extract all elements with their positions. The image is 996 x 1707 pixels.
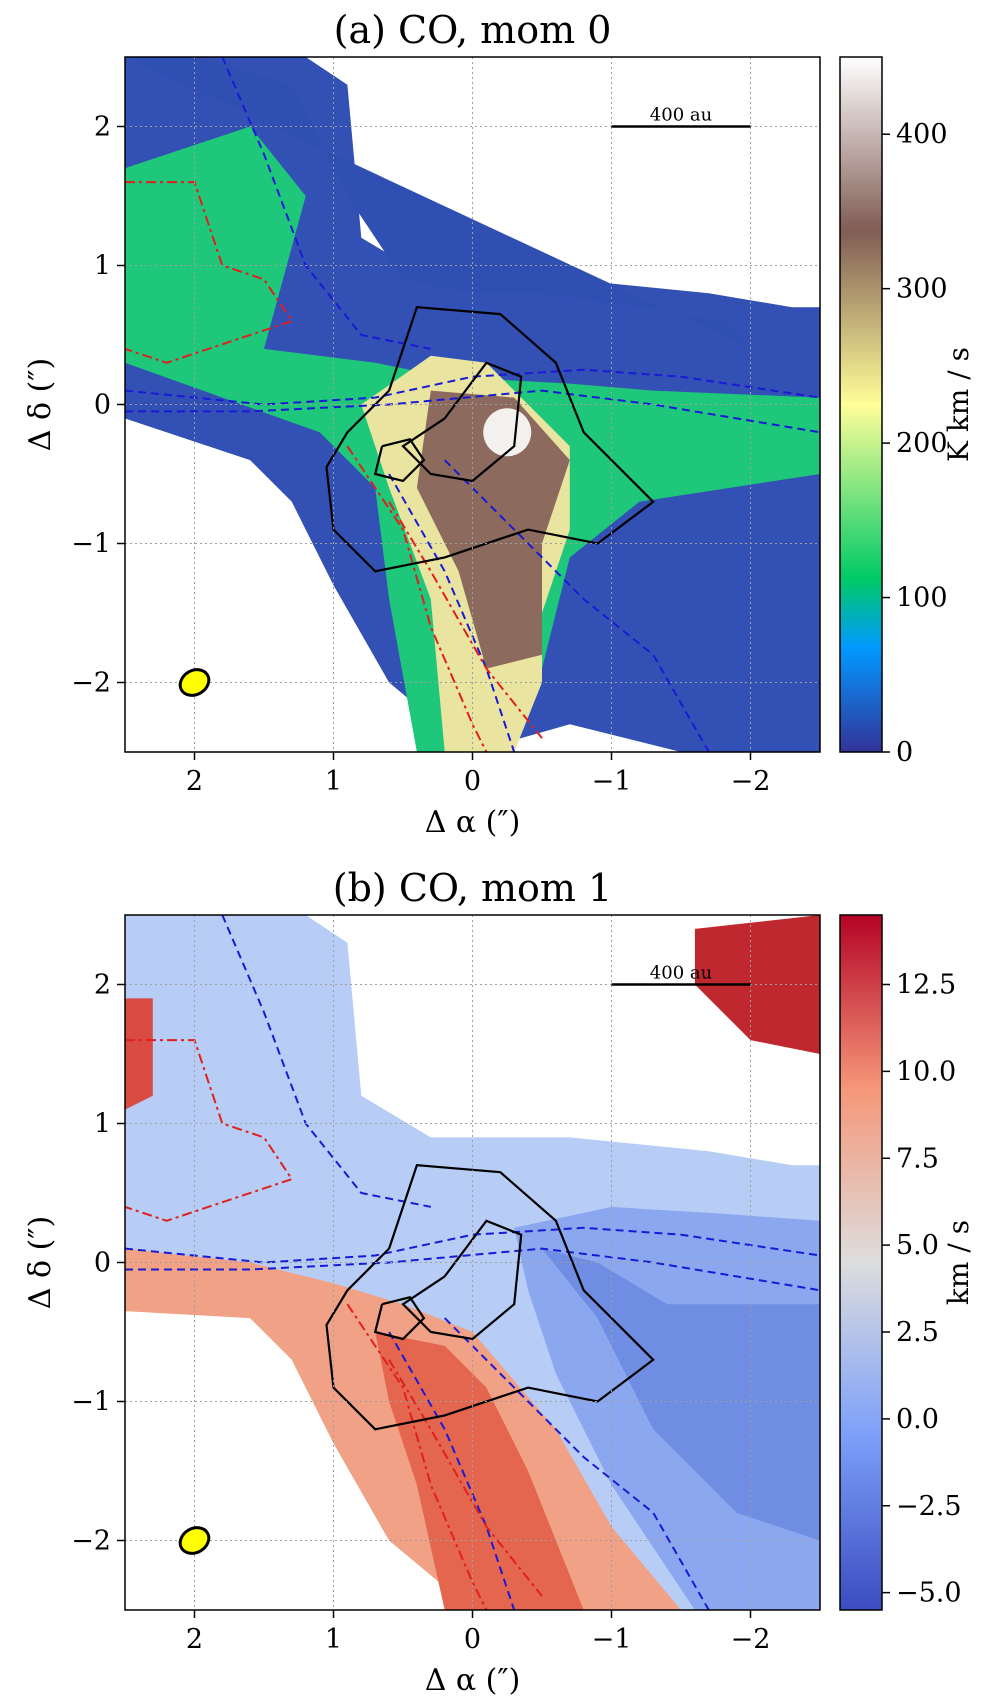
colorbar-tick-label: 2.5 — [896, 1317, 939, 1348]
y-tick-label: −1 — [71, 529, 111, 560]
blue-contour-1 — [125, 389, 820, 434]
blue-contour-2 — [443, 1317, 710, 1610]
colorbar-gradient — [839, 914, 883, 1611]
dust-contour-1 — [325, 306, 655, 573]
y-tick-label: 1 — [94, 1109, 111, 1140]
x-tick-label: 2 — [186, 1624, 203, 1655]
y-tick-label: −2 — [71, 1526, 111, 1557]
emission-max — [483, 408, 532, 457]
panel-b: 400 au 2 1 0 −1 −2 −2 −1 0 1 2 (b) CO, mom 1 Δ α (″)… — [23, 866, 975, 1698]
y-tick-label: 2 — [94, 112, 111, 143]
colorbar-tick-label: 10.0 — [896, 1056, 956, 1087]
scale-bar-label: 400 au — [650, 105, 712, 126]
dust-contour-1 — [325, 1164, 655, 1431]
x-tick-label: 2 — [186, 766, 203, 797]
x-axis-label: Δ α (″) — [425, 805, 521, 840]
emission-peak — [416, 390, 570, 669]
colorbar-tick-label: −5.0 — [896, 1578, 962, 1609]
x-tick-label: 0 — [464, 766, 481, 797]
colorbar-tick-label: −2.5 — [896, 1491, 962, 1522]
blue-contour-3 — [388, 473, 516, 752]
scale-bar-label: 400 au — [650, 963, 712, 984]
x-tick-label: −1 — [592, 1624, 632, 1655]
panel-title: (b) CO, mom 1 — [333, 866, 612, 910]
colorbar-gradient — [839, 56, 883, 753]
grid — [125, 57, 820, 752]
colorbar-tick-label: 200 — [896, 428, 948, 459]
y-tick-label: 0 — [94, 390, 111, 421]
red-contour-2 — [388, 1359, 543, 1597]
blue-contour-3 — [388, 1331, 516, 1610]
y-tick-label: 2 — [94, 970, 111, 1001]
blue-contour-1 — [125, 1247, 820, 1292]
grid — [125, 915, 820, 1610]
colorbar-label: km / s — [942, 1220, 975, 1305]
blue-contour-0 — [125, 1226, 820, 1264]
x-tick-label: 1 — [325, 766, 342, 797]
x-tick-label: −2 — [731, 766, 771, 797]
colorbar: 0 100 200 300 400 K km / s — [839, 56, 975, 768]
colorbar-tick-label: 7.5 — [896, 1143, 939, 1174]
red-contour-2 — [388, 501, 543, 739]
x-tick-label: −1 — [592, 766, 632, 797]
y-axis-label: Δ δ (″) — [23, 1216, 58, 1309]
dust-contour-0 — [401, 1219, 523, 1341]
colorbar-tick-label: 100 — [896, 583, 948, 614]
scale-bar: 400 au — [611, 105, 751, 128]
colorbar-tick-label: 12.5 — [896, 970, 956, 1001]
emission-corner — [125, 57, 751, 349]
colorbar-tick-label: 0.0 — [896, 1404, 939, 1435]
colorbar-tick-label: 300 — [896, 274, 948, 305]
dust-contour-2 — [373, 438, 426, 483]
red-contour-1 — [346, 445, 488, 752]
y-axis-label: Δ δ (″) — [23, 358, 58, 451]
x-axis-label: Δ α (″) — [425, 1663, 521, 1698]
red-contour-1 — [346, 1303, 488, 1610]
panel-title: (a) CO, mom 0 — [334, 8, 612, 52]
blue-contour-0 — [125, 368, 820, 406]
colorbar: −5.0 −2.5 0.0 2.5 5.0 7.5 10.0 12.5 km / s — [839, 914, 975, 1611]
colorbar-tick-label: 0 — [896, 737, 913, 768]
beam-ellipse — [178, 668, 211, 697]
colorbar-label: K km / s — [942, 347, 975, 462]
x-tick-label: 1 — [325, 1624, 342, 1655]
velocity-edge — [125, 998, 153, 1110]
blue-contour-2 — [443, 459, 710, 752]
x-tick-label: 0 — [464, 1624, 481, 1655]
dust-contour-2 — [373, 1296, 426, 1341]
y-tick-label: −2 — [71, 668, 111, 699]
dust-contour-0 — [401, 361, 523, 483]
colorbar-tick-label: 5.0 — [896, 1230, 939, 1261]
scale-bar: 400 au — [611, 963, 751, 986]
y-tick-label: −1 — [71, 1387, 111, 1418]
beam-ellipse — [178, 1526, 211, 1555]
colorbar-tick-label: 400 — [896, 119, 948, 150]
velocity-corner — [694, 915, 820, 1054]
panel-a: 400 au 2 1 0 −1 −2 −2 −1 0 1 2 (a) CO, mom 0 Δ α (″)… — [23, 8, 975, 840]
contours — [125, 57, 820, 752]
x-tick-label: −2 — [731, 1624, 771, 1655]
y-tick-label: 1 — [94, 251, 111, 282]
y-tick-label: 0 — [94, 1248, 111, 1279]
emission-map — [125, 57, 820, 752]
